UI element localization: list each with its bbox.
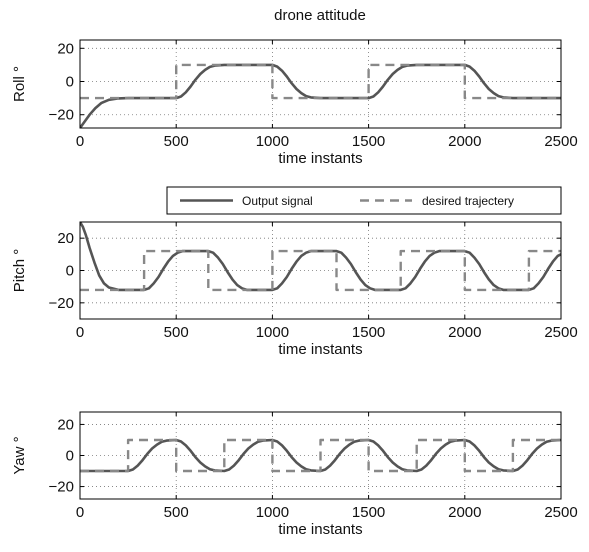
yaw-xtick-label: 2500 bbox=[544, 504, 577, 521]
pitch-xtick-label: 500 bbox=[164, 324, 189, 341]
roll-ytick-label: 20 bbox=[57, 40, 74, 57]
roll-output-signal-line bbox=[80, 63, 561, 128]
pitch-ylabel: Pitch ° bbox=[11, 249, 28, 293]
pitch-xtick-label: 2000 bbox=[448, 324, 481, 341]
pitch-xtick-label: 0 bbox=[76, 324, 84, 341]
legend-output-label: Output signal bbox=[242, 194, 313, 208]
yaw-xtick-label: 500 bbox=[164, 504, 189, 521]
yaw-xtick-label: 1000 bbox=[256, 504, 289, 521]
pitch-desired-trajectory-line bbox=[80, 249, 561, 292]
pitch-xtick-label: 1500 bbox=[352, 324, 385, 341]
pitch-output-signal-line bbox=[80, 222, 561, 292]
roll-xtick-label: 1000 bbox=[256, 133, 289, 150]
pitch-ytick-label: −20 bbox=[49, 295, 74, 312]
roll-ytick-label: −20 bbox=[49, 107, 74, 124]
yaw-xtick-label: 1500 bbox=[352, 504, 385, 521]
chart-title: drone attitude bbox=[274, 7, 366, 24]
yaw-xlabel: time instants bbox=[278, 521, 362, 538]
pitch-ytick-label: 20 bbox=[57, 230, 74, 247]
roll-xtick-label: 500 bbox=[164, 133, 189, 150]
roll-axes-frame bbox=[79, 39, 562, 129]
roll-ytick-label: 0 bbox=[66, 74, 74, 91]
pitch-ytick-label: 0 bbox=[66, 263, 74, 280]
roll-xtick-label: 1500 bbox=[352, 133, 385, 150]
roll-xtick-label: 2000 bbox=[448, 133, 481, 150]
roll-xtick-label: 0 bbox=[76, 133, 84, 150]
roll-xtick-label: 2500 bbox=[544, 133, 577, 150]
roll-ylabel: Roll ° bbox=[11, 66, 28, 102]
yaw-ytick-label: −20 bbox=[49, 479, 74, 496]
pitch-xtick-label: 2500 bbox=[544, 324, 577, 341]
yaw-ylabel: Yaw ° bbox=[11, 436, 28, 474]
yaw-ytick-label: 0 bbox=[66, 448, 74, 465]
pitch-xlabel: time instants bbox=[278, 341, 362, 358]
roll-xlabel: time instants bbox=[278, 150, 362, 167]
yaw-xtick-label: 0 bbox=[76, 504, 84, 521]
yaw-xtick-label: 2000 bbox=[448, 504, 481, 521]
legend: Output signal desired trajectery bbox=[166, 186, 562, 215]
roll-desired-trajectory-line bbox=[80, 63, 561, 100]
legend-desired-label: desired trajectery bbox=[422, 194, 514, 208]
pitch-xtick-label: 1000 bbox=[256, 324, 289, 341]
yaw-ytick-label: 20 bbox=[57, 416, 74, 433]
yaw-desired-trajectory-line bbox=[80, 438, 561, 473]
yaw-output-signal-line bbox=[80, 438, 561, 473]
